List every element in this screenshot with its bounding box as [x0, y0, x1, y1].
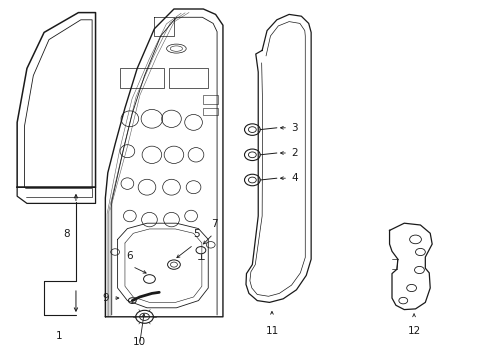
Text: 9: 9: [102, 293, 109, 303]
Text: 3: 3: [292, 123, 298, 133]
Text: 6: 6: [126, 251, 133, 261]
Text: 11: 11: [265, 326, 279, 336]
Bar: [120, 68, 164, 88]
Bar: [169, 68, 208, 88]
Text: 12: 12: [407, 326, 421, 336]
Text: 1: 1: [55, 331, 62, 341]
Text: 5: 5: [193, 229, 199, 239]
Text: 10: 10: [133, 337, 146, 347]
Text: 4: 4: [292, 173, 298, 183]
Text: 7: 7: [211, 219, 218, 229]
Bar: [203, 95, 218, 104]
Text: 2: 2: [292, 148, 298, 158]
Text: 8: 8: [63, 229, 70, 239]
Bar: [203, 108, 218, 115]
